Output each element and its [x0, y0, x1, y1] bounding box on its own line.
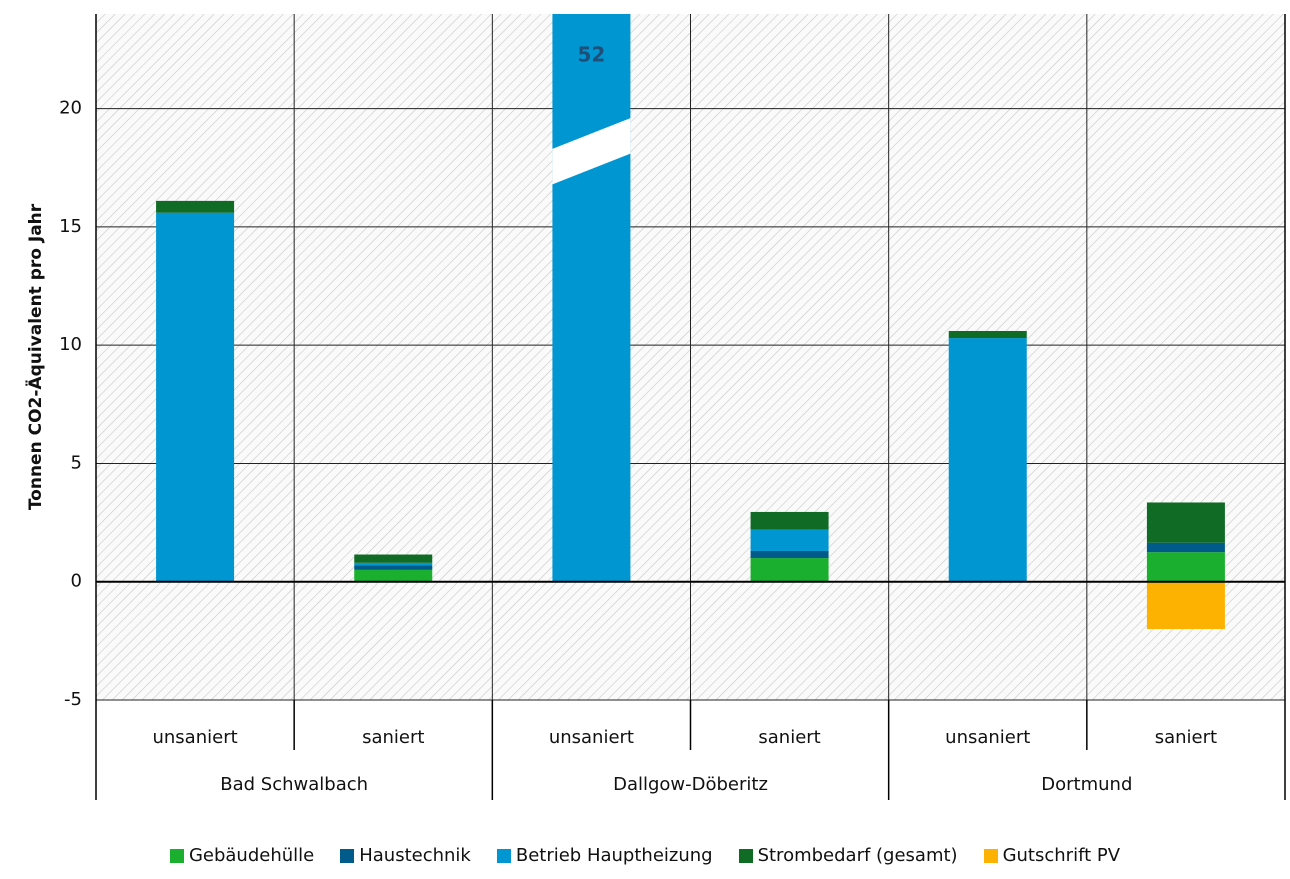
- bar-segment: [750, 529, 829, 551]
- bar-segment: [156, 212, 235, 582]
- value-label: 52: [577, 43, 605, 67]
- legend-swatch: [340, 848, 355, 863]
- legend-swatch: [983, 848, 998, 863]
- x-tick-label: saniert: [758, 727, 820, 748]
- bar-segment: [354, 569, 433, 582]
- legend-swatch: [738, 848, 753, 863]
- legend-label: Betrieb Hauptheizung: [515, 845, 713, 866]
- bar-segment: [156, 200, 235, 213]
- y-tick-label: 15: [59, 216, 82, 237]
- axes: -5 0 5 10 15 20 unsaniert saniert unsaniert sanie…: [59, 14, 1286, 800]
- x-tick-label: unsaniert: [152, 727, 237, 748]
- legend: Gebäudehülle Haustechnik Betrieb Hauptheiz…: [0, 845, 1290, 866]
- x-tick-label: unsaniert: [549, 727, 634, 748]
- x-tick-label: saniert: [1155, 727, 1217, 748]
- legend-label: Gutschrift PV: [1002, 845, 1121, 866]
- x-tick-label: saniert: [362, 727, 424, 748]
- y-tick-label: 20: [59, 98, 82, 119]
- bar-segment: [750, 511, 829, 530]
- group-label: Bad Schwalbach: [220, 774, 368, 795]
- bar-segment: [354, 562, 433, 566]
- legend-swatch: [496, 848, 511, 863]
- bar-segment: [1146, 552, 1225, 582]
- bar-segment: [750, 558, 829, 582]
- legend-label: Gebäudehülle: [188, 845, 315, 866]
- bar-segment: [354, 565, 433, 570]
- bar-segment: [552, 14, 631, 582]
- x-tick-label: unsaniert: [945, 727, 1030, 748]
- legend-item: Gebäudehülle: [169, 845, 315, 866]
- bar-segment: [948, 338, 1027, 582]
- legend-item: Haustechnik: [340, 845, 471, 866]
- bar-segment: [1146, 581, 1225, 630]
- legend-label: Haustechnik: [359, 845, 471, 866]
- legend-swatch: [169, 848, 184, 863]
- y-tick-label: -5: [64, 689, 82, 710]
- bar-segment: [1146, 542, 1225, 553]
- legend-item: Betrieb Hauptheizung: [496, 845, 713, 866]
- bars: 52: [156, 14, 1225, 630]
- group-label: Dallgow-Döberitz: [613, 774, 768, 795]
- y-tick-label: 5: [71, 452, 82, 473]
- bar-segment: [354, 554, 433, 563]
- y-axis-label: Tonnen CO2-Äquivalent pro Jahr: [24, 203, 46, 510]
- y-tick-label: 10: [59, 334, 82, 355]
- bar-segment: [1146, 502, 1225, 543]
- legend-item: Strombedarf (gesamt): [738, 845, 958, 866]
- bar-segment: [750, 550, 829, 559]
- bar-segment: [948, 330, 1027, 339]
- axis-break: [552, 118, 631, 185]
- y-tick-label: 0: [71, 571, 82, 592]
- legend-item: Gutschrift PV: [983, 845, 1121, 866]
- legend-label: Strombedarf (gesamt): [757, 845, 958, 866]
- group-label: Dortmund: [1041, 774, 1132, 795]
